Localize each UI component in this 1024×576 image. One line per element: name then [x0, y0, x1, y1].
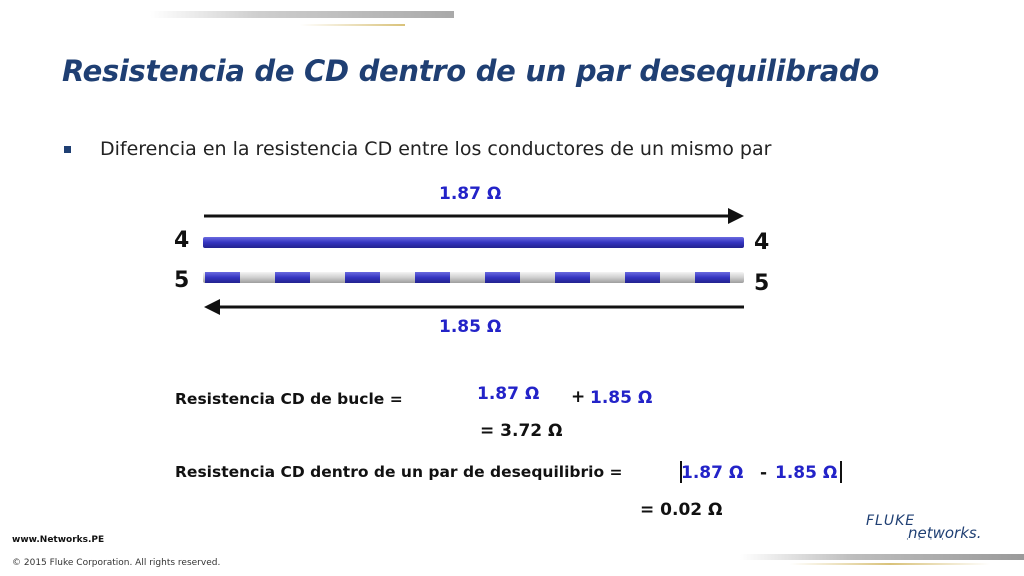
loop-term-1: 1.87 Ω: [477, 384, 540, 404]
bullet-text: Diferencia en la resistencia CD entre lo…: [100, 138, 772, 160]
fluke-networks-logo: FLUKE networks. · · · ·: [862, 513, 992, 545]
unbalance-term-1: 1.87 Ω: [681, 463, 744, 483]
loop-result: = 3.72 Ω: [480, 421, 563, 441]
wire-stripe-segment: [345, 272, 380, 283]
top-decorative-bar: [150, 11, 454, 18]
pin-label-4-right: 4: [754, 230, 770, 255]
logo-dots: · · · ·: [906, 535, 948, 545]
top-arrow: [204, 208, 744, 224]
footer-copyright: © 2015 Fluke Corporation. All rights res…: [12, 558, 221, 568]
bottom-decorative-bar: [740, 554, 1024, 560]
loop-operator: +: [571, 387, 586, 407]
wire-5-striped: [203, 272, 744, 283]
wire-stripe-segment: [555, 272, 590, 283]
bottom-arrow: [204, 299, 744, 315]
abs-bracket-left: [680, 461, 682, 483]
logo-line-2: networks.: [908, 524, 982, 542]
unbalance-result: = 0.02 Ω: [640, 500, 723, 520]
wire-stripe-segment: [205, 272, 240, 283]
pin-label-5-right: 5: [754, 271, 770, 296]
abs-bracket-right: [840, 461, 842, 483]
loop-term-2: 1.85 Ω: [590, 388, 653, 408]
bullet-square-icon: [64, 146, 71, 153]
unbalance-label: Resistencia CD dentro de un par de deseq…: [175, 463, 623, 481]
loop-resistance-label: Resistencia CD de bucle =: [175, 390, 403, 408]
wire-stripe-segment: [415, 272, 450, 283]
wire-4-blue: [203, 237, 744, 248]
top-accent-line: [300, 24, 405, 26]
wire-stripe-segment: [625, 272, 660, 283]
bottom-accent-line: [790, 563, 990, 565]
top-resistance-value: 1.87 Ω: [439, 184, 502, 204]
unbalance-term-2: 1.85 Ω: [775, 463, 838, 483]
wire-stripe-segment: [275, 272, 310, 283]
footer-url: www.Networks.PE: [12, 535, 105, 545]
slide-title: Resistencia de CD dentro de un par deseq…: [62, 54, 880, 88]
wire-stripe-segment: [485, 272, 520, 283]
wire-stripe-segment: [695, 272, 730, 283]
pin-label-5-left: 5: [174, 268, 190, 293]
pin-label-4-left: 4: [174, 228, 190, 253]
logo-line-1: FLUKE: [866, 513, 916, 529]
unbalance-operator: -: [760, 463, 768, 483]
bottom-resistance-value: 1.85 Ω: [439, 317, 502, 337]
